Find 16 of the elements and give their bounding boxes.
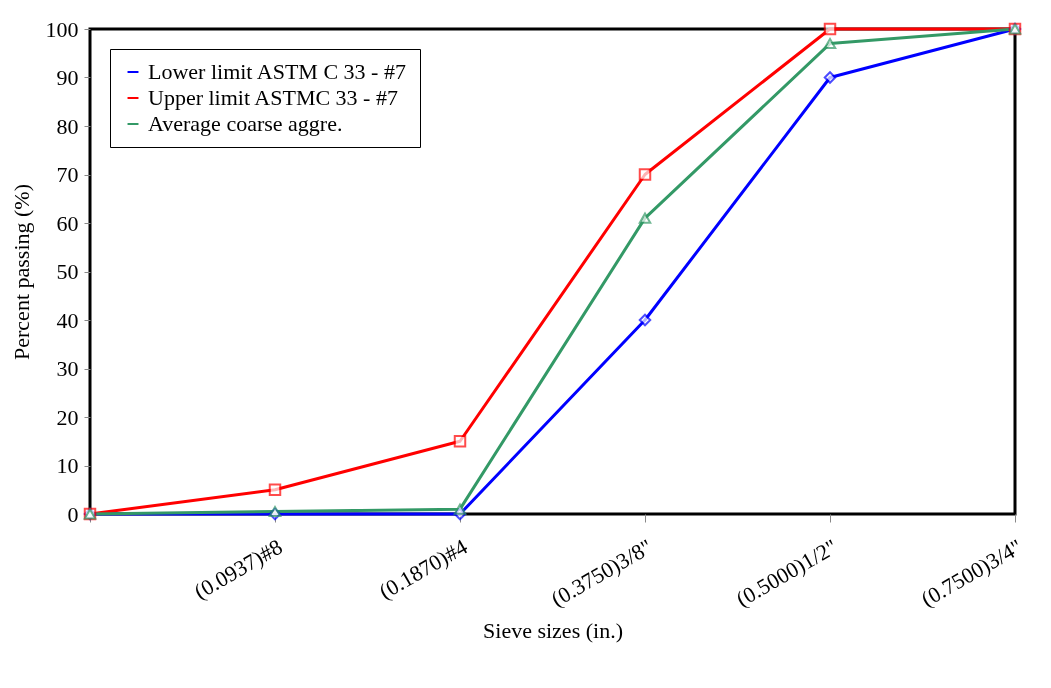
y-tick-label: 70 bbox=[56, 162, 79, 187]
y-tick-label: 40 bbox=[56, 307, 79, 333]
y-tick-label: 0 bbox=[67, 501, 79, 527]
legend-label: Upper limit ASTMC 33 - #7 bbox=[148, 85, 398, 110]
y-tick-label: 100 bbox=[45, 16, 79, 42]
x-axis-title: Sieve sizes (in.) bbox=[483, 617, 623, 643]
y-tick-label: 90 bbox=[56, 65, 79, 90]
legend-label: Average coarse aggre. bbox=[148, 111, 343, 136]
legend-label: Lower limit ASTM C 33 - #7 bbox=[148, 59, 406, 84]
y-tick-label: 10 bbox=[56, 453, 79, 478]
y-tick-label: 60 bbox=[56, 210, 79, 236]
y-axis-title: Percent passing (%) bbox=[8, 184, 34, 360]
y-tick-label: 50 bbox=[56, 259, 79, 284]
y-tick-label: 20 bbox=[56, 404, 79, 430]
y-tick-label: 80 bbox=[56, 113, 79, 139]
y-tick-label: 30 bbox=[56, 356, 79, 381]
